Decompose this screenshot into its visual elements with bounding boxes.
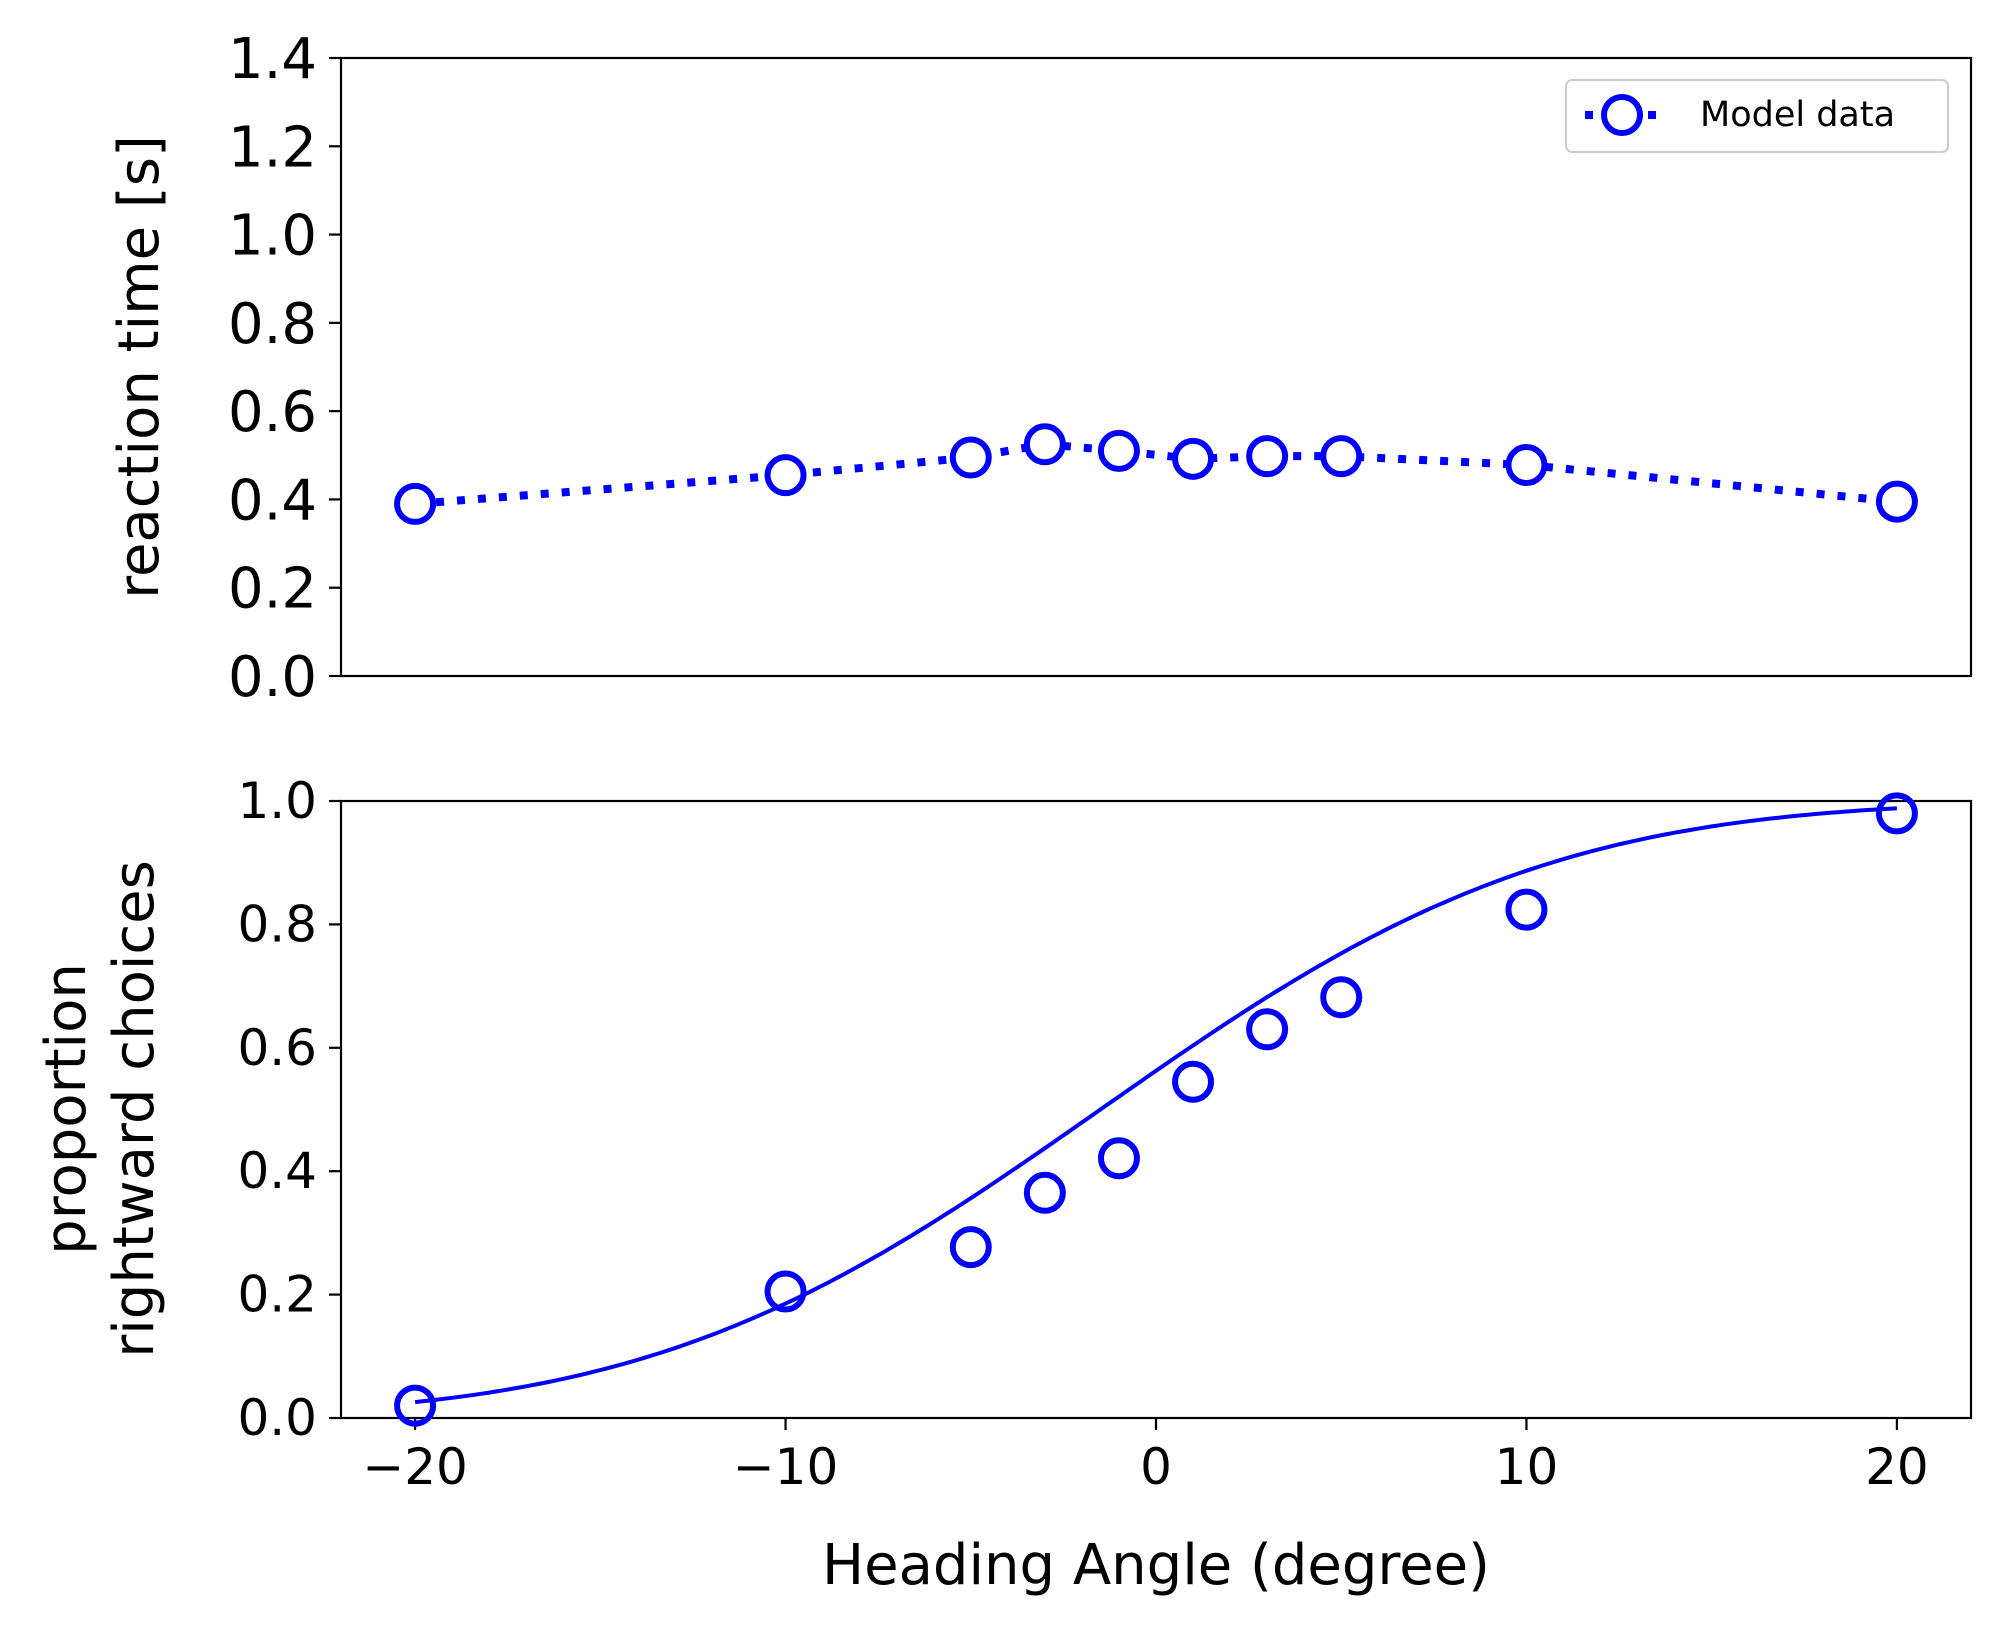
proportion-y-axis: 0.0 0.2 0.4 0.6 0.8 1.0 bbox=[237, 772, 341, 1447]
x-tick-label: −20 bbox=[362, 1438, 468, 1496]
y-tick-label: 0.8 bbox=[237, 895, 317, 953]
reaction-time-point bbox=[1023, 423, 1066, 466]
x-tick-label: 20 bbox=[1865, 1438, 1929, 1496]
proportion-point bbox=[949, 1226, 992, 1269]
reaction-time-point bbox=[764, 454, 807, 497]
legend: Model data bbox=[1565, 79, 1949, 153]
proportion-point bbox=[1246, 1008, 1289, 1051]
reaction-time-point bbox=[1505, 443, 1548, 486]
y-tick-label: 0.0 bbox=[228, 645, 317, 710]
heading-angle-x-axis: −20 −10 0 10 20 bbox=[362, 1418, 1929, 1496]
proportion-point bbox=[1023, 1171, 1066, 1214]
proportion-series bbox=[394, 792, 1918, 1427]
y-tick-label: 1.4 bbox=[228, 27, 317, 92]
legend-marker-sample bbox=[1601, 94, 1643, 136]
reaction-time-series bbox=[394, 423, 1918, 525]
y-tick-label: 0.4 bbox=[228, 468, 317, 533]
reaction-time-point bbox=[394, 482, 437, 525]
y-tick-label: 0.0 bbox=[237, 1389, 317, 1447]
proportion-point bbox=[1875, 792, 1918, 835]
proportion-point bbox=[1172, 1060, 1215, 1103]
proportion-point bbox=[1505, 888, 1548, 931]
proportion-y-axis-label-line-1: proportion bbox=[34, 963, 99, 1255]
reaction-time-point bbox=[949, 436, 992, 479]
y-tick-label: 1.2 bbox=[228, 115, 317, 180]
reaction-time-y-axis: 0.0 0.2 0.4 0.6 0.8 1.0 1.2 1.4 bbox=[228, 27, 341, 710]
y-tick-label: 0.2 bbox=[228, 557, 317, 622]
reaction-time-point bbox=[1172, 437, 1215, 480]
y-tick-label: 0.6 bbox=[228, 380, 317, 445]
y-tick-label: 1.0 bbox=[228, 204, 317, 269]
legend-label-model-data: Model data bbox=[1700, 95, 1895, 135]
y-tick-label: 0.6 bbox=[237, 1019, 317, 1077]
proportion-panel: 0.0 0.2 0.4 0.6 0.8 1.0 −20 −10 0 10 20 proportio… bbox=[34, 772, 1973, 1598]
x-tick-label: 10 bbox=[1495, 1438, 1559, 1496]
reaction-time-point bbox=[1320, 435, 1363, 478]
y-tick-label: 1.0 bbox=[237, 772, 317, 830]
reaction-time-point bbox=[1097, 429, 1140, 472]
x-tick-label: −10 bbox=[733, 1438, 839, 1496]
reaction-time-point bbox=[1246, 435, 1289, 478]
y-tick-label: 0.8 bbox=[228, 292, 317, 357]
reaction-time-y-axis-label: reaction time [s] bbox=[107, 135, 172, 599]
reaction-time-point bbox=[1875, 480, 1918, 523]
x-axis-label: Heading Angle (degree) bbox=[822, 1533, 1490, 1598]
proportion-point bbox=[1320, 976, 1363, 1019]
proportion-point bbox=[764, 1270, 807, 1313]
reaction-time-panel: 0.0 0.2 0.4 0.6 0.8 1.0 1.2 1.4 reaction time [… bbox=[107, 27, 1973, 710]
psychometric-fit-curve bbox=[414, 806, 1898, 1405]
y-tick-label: 0.2 bbox=[237, 1266, 317, 1324]
y-tick-label: 0.4 bbox=[237, 1142, 317, 1200]
proportion-plot-frame bbox=[339, 799, 1973, 1420]
x-tick-label: 0 bbox=[1140, 1438, 1172, 1496]
reaction-time-plot-frame bbox=[339, 56, 1973, 678]
proportion-point bbox=[1097, 1137, 1140, 1180]
legend-box bbox=[1565, 79, 1949, 153]
reaction-time-line bbox=[414, 440, 1898, 508]
proportion-y-axis-label-line-2: rightward choices bbox=[102, 860, 167, 1358]
proportion-point bbox=[394, 1384, 437, 1427]
